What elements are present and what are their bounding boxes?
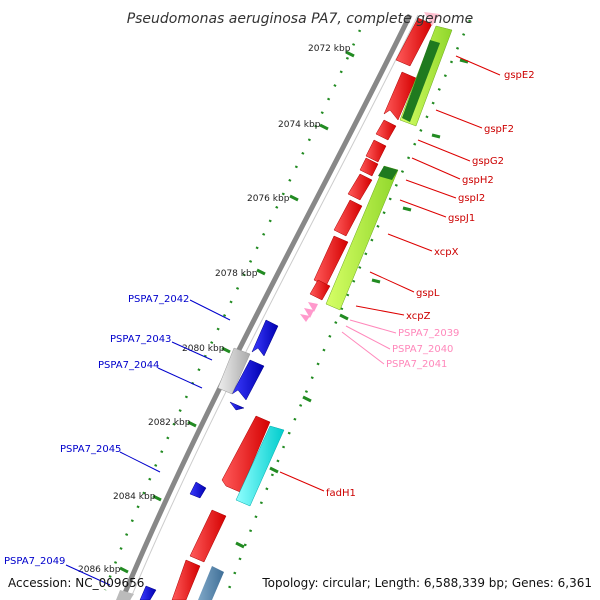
kbp-label-2076: 2076 kbp — [247, 194, 290, 204]
kbp-label-2086: 2086 kbp — [78, 565, 121, 575]
label-PSPA7_2045[interactable]: PSPA7_2045 — [60, 444, 121, 455]
genome-backbone-inner-arc — [129, 14, 419, 600]
label-PSPA7_2043[interactable]: PSPA7_2043 — [110, 334, 171, 345]
label-gspI2[interactable]: gspI2 — [458, 193, 485, 204]
gene-gspH2-arrow[interactable] — [365, 139, 387, 163]
label-fadH1[interactable]: fadH1 — [326, 488, 356, 499]
genome-backbone-arc — [119, 13, 413, 600]
gene-steel-feature[interactable] — [198, 566, 224, 600]
kbp-label-2074: 2074 kbp — [278, 120, 321, 130]
blue-leader-lines — [65, 299, 231, 586]
label-gspG2[interactable]: gspG2 — [472, 156, 504, 167]
label-PSPA7_2040[interactable]: PSPA7_2040 — [392, 344, 453, 355]
kbp-label-2084: 2084 kbp — [113, 492, 156, 502]
gene-xcpZ-arrow[interactable] — [309, 279, 331, 301]
gene-pseudo-bottom[interactable] — [116, 590, 134, 600]
label-PSPA7_2041[interactable]: PSPA7_2041 — [386, 359, 447, 370]
gene-PSPA7_2042-arrow[interactable] — [251, 319, 279, 357]
gene-gspF2-arrow[interactable] — [383, 71, 417, 121]
trna-PSPA7_2039-arrow[interactable] — [308, 302, 318, 312]
red-leader-lines — [279, 55, 501, 492]
kbp-label-2080: 2080 kbp — [182, 344, 225, 354]
kbp-label-2082: 2082 kbp — [148, 418, 191, 428]
trna-PSPA7_2041-arrow[interactable] — [300, 314, 310, 322]
kbp-label-2072: 2072 kbp — [308, 44, 351, 54]
label-gspJ1[interactable]: gspJ1 — [448, 213, 475, 224]
gene-PSPA7_2044b-arrow[interactable] — [229, 401, 245, 411]
kbp-tick-track — [103, 29, 362, 591]
gene-PSPA7_2049-arrow[interactable] — [139, 585, 157, 600]
gene-feature-dark-caps — [378, 40, 440, 180]
gene-gspE2-arrow[interactable] — [395, 17, 433, 67]
label-PSPA7_2044[interactable]: PSPA7_2044 — [98, 360, 159, 371]
map-title: Pseudomonas aeruginosa PA7, complete gen… — [127, 11, 474, 27]
forward-cds-track — [171, 17, 433, 600]
gene-cds-lower-1-arrow[interactable] — [189, 509, 227, 563]
gene-fadH1-arrow[interactable] — [221, 415, 271, 493]
label-gspH2[interactable]: gspH2 — [462, 175, 494, 186]
label-PSPA7_2049[interactable]: PSPA7_2049 — [4, 556, 65, 567]
gene-gspG2-arrow[interactable] — [375, 119, 397, 141]
gene-gspI2-arrow[interactable] — [359, 157, 379, 177]
red-gene-labels: gspE2 gspF2 gspG2 gspH2 gspI2 gspJ1 xcpX… — [326, 70, 535, 499]
trna-PSPA7_2040-arrow[interactable] — [304, 308, 314, 318]
reverse-cds-track — [139, 319, 279, 600]
label-PSPA7_2042[interactable]: PSPA7_2042 — [128, 294, 189, 305]
pink-leader-lines — [341, 319, 397, 365]
gene-cds-lower-2-arrow[interactable] — [171, 559, 201, 600]
label-PSPA7_2039[interactable]: PSPA7_2039 — [398, 328, 459, 339]
kbp-label-2078: 2078 kbp — [215, 269, 258, 279]
label-xcpX[interactable]: xcpX — [434, 247, 459, 258]
kbp-major-ticks — [119, 50, 355, 574]
label-gspE2[interactable]: gspE2 — [504, 70, 535, 81]
trna-top-arrow[interactable] — [424, 12, 440, 26]
accession-text: Accession: NC_009656 — [8, 576, 144, 590]
topology-text: Topology: circular; Length: 6,588,339 bp… — [261, 576, 592, 590]
gene-cyan-feature[interactable] — [235, 425, 285, 507]
gc-major-ticks — [235, 58, 469, 549]
label-xcpZ[interactable]: xcpZ — [406, 311, 431, 322]
label-gspL[interactable]: gspL — [416, 288, 440, 299]
gene-PSPA7_2044-arrow[interactable] — [231, 359, 265, 401]
gene-PSPA7_2043-pseudo[interactable] — [217, 347, 251, 395]
gene-gspJ1-arrow[interactable] — [347, 173, 373, 201]
gene-xcpX-arrow[interactable] — [333, 199, 363, 237]
label-gspF2[interactable]: gspF2 — [484, 124, 514, 135]
trna-track — [300, 12, 440, 322]
gene-PSPA7_2045-arrow[interactable] — [189, 481, 207, 499]
